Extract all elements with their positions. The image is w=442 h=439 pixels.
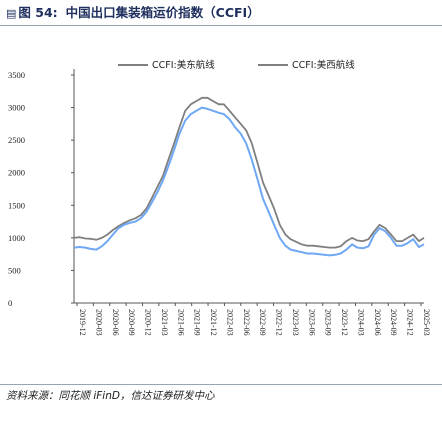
y-tick-label: 2500 — [8, 135, 25, 145]
x-tick-label: 2022-06 — [242, 309, 251, 336]
series-group — [73, 96, 425, 257]
legend-label-1: CCFI:美西航线 — [292, 59, 355, 71]
x-tick-label: 2020-06 — [111, 309, 120, 336]
x-tick-label: 2023-06 — [307, 309, 316, 336]
x-axis: 2019-12 2020-03 2020-06 2020-09 2020-12 2021-… — [74, 302, 431, 336]
y-tick-label: 1500 — [8, 200, 25, 210]
figure-number: 图 54: — [18, 5, 58, 20]
top-divider — [0, 25, 442, 26]
y-tick-label: 0 — [8, 298, 12, 308]
x-tick-label: 2021-03 — [160, 309, 169, 336]
x-tick-label: 2023-03 — [291, 309, 300, 336]
y-tick-label: 1000 — [8, 233, 25, 243]
y-tick-label: 3000 — [8, 103, 25, 113]
y-axis: 0 500 1000 1500 2000 2500 3000 3500 — [8, 69, 75, 308]
chart-legend: CCFI:美东航线 CCFI:美西航线 — [118, 59, 355, 71]
x-tick-label: 2025-03 — [422, 309, 431, 336]
x-tick-label: 2024-06 — [373, 309, 382, 336]
legend-label-0: CCFI:美东航线 — [152, 59, 215, 71]
x-tick-label: 2022-12 — [275, 309, 284, 336]
x-tick-label: 2020-12 — [144, 309, 153, 336]
figure-title: 中国出口集装箱运价指数（CCFI） — [65, 5, 260, 20]
x-tick-label: 2022-03 — [225, 309, 234, 336]
chart-caption: ▤ 图 54: 中国出口集装箱运价指数（CCFI） — [6, 2, 436, 24]
y-tick-label: 3500 — [8, 70, 25, 80]
line-chart: CCFI:美东航线 CCFI:美西航线 0 500 1000 1500 2000 2500 3… — [8, 59, 431, 336]
x-tick-label: 2020-09 — [127, 309, 136, 336]
x-tick-label: 2022-09 — [258, 309, 267, 336]
x-tick-label: 2023-09 — [324, 309, 333, 336]
x-tick-label: 2021-06 — [176, 309, 185, 336]
chart-icon: ▤ — [6, 7, 17, 20]
y-tick-label: 2000 — [8, 168, 25, 178]
series-line-1 — [73, 106, 425, 257]
x-tick-label: 2021-12 — [209, 309, 218, 336]
x-tick-label: 2021-09 — [193, 309, 202, 336]
x-tick-label: 2023-12 — [340, 309, 349, 336]
x-tick-label: 2024-09 — [389, 309, 398, 336]
x-tick-label: 2020-03 — [94, 309, 103, 336]
source-note: 资料来源：同花顺 iFinD，信达证券研发中心 — [6, 390, 215, 402]
x-tick-label: 2024-03 — [356, 309, 365, 336]
series-line-0 — [73, 96, 425, 249]
y-tick-label: 500 — [8, 265, 21, 275]
x-tick-label: 2019-12 — [78, 309, 87, 336]
bottom-divider — [0, 384, 442, 385]
x-tick-label: 2024-12 — [406, 309, 415, 336]
